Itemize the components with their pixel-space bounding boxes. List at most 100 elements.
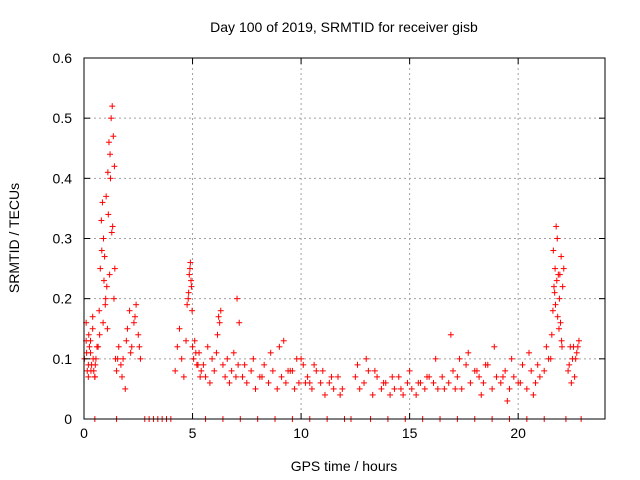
data-point xyxy=(456,355,463,362)
data-point xyxy=(526,349,533,356)
data-point xyxy=(517,379,524,386)
data-point xyxy=(304,373,311,380)
data-point xyxy=(572,355,579,362)
data-point xyxy=(198,367,205,374)
data-point xyxy=(549,307,556,314)
data-point xyxy=(497,379,504,386)
data-point xyxy=(458,385,465,392)
data-point xyxy=(434,385,441,392)
y-tick-label: 0 xyxy=(64,411,72,427)
data-point xyxy=(356,385,363,392)
data-point xyxy=(91,373,98,380)
data-point xyxy=(85,373,92,380)
data-point xyxy=(109,223,116,230)
data-point xyxy=(421,385,428,392)
data-point xyxy=(99,199,106,206)
data-point xyxy=(265,379,272,386)
data-point xyxy=(274,385,281,392)
data-point xyxy=(378,385,385,392)
data-point xyxy=(187,259,194,266)
data-point xyxy=(530,391,537,398)
data-point xyxy=(85,331,92,338)
data-point xyxy=(489,385,496,392)
data-point xyxy=(291,385,298,392)
data-point xyxy=(467,379,474,386)
data-point xyxy=(476,373,483,380)
data-point xyxy=(280,337,287,344)
data-point xyxy=(480,379,487,386)
data-point xyxy=(226,379,233,386)
data-point xyxy=(532,379,539,386)
data-point xyxy=(216,319,223,326)
data-point xyxy=(189,307,196,314)
data-point xyxy=(550,283,557,290)
data-point xyxy=(85,361,92,368)
data-point xyxy=(550,247,557,254)
data-point xyxy=(248,367,255,374)
data-point xyxy=(499,373,506,380)
data-point xyxy=(554,235,561,242)
data-point xyxy=(102,295,109,302)
data-point xyxy=(439,373,446,380)
data-point xyxy=(306,379,313,386)
data-point xyxy=(87,367,94,374)
data-point xyxy=(219,361,226,368)
data-point xyxy=(108,115,115,122)
data-point xyxy=(86,343,93,350)
data-point xyxy=(213,349,220,356)
data-point xyxy=(404,379,411,386)
data-point xyxy=(371,367,378,374)
data-point xyxy=(559,343,566,350)
data-point xyxy=(413,391,420,398)
data-point xyxy=(92,361,99,368)
data-point xyxy=(117,361,124,368)
data-point xyxy=(269,367,276,374)
data-point xyxy=(120,355,127,362)
x-tick-label: 15 xyxy=(402,425,418,441)
y-tick-label: 0.2 xyxy=(53,291,73,307)
data-point xyxy=(241,361,248,368)
data-point xyxy=(123,337,130,344)
data-point xyxy=(267,349,274,356)
data-point xyxy=(228,367,235,374)
data-point xyxy=(354,361,361,368)
data-point xyxy=(352,373,359,380)
data-point xyxy=(200,361,207,368)
data-point xyxy=(95,343,102,350)
data-point xyxy=(447,331,454,338)
data-point xyxy=(235,361,242,368)
data-point xyxy=(557,319,564,326)
data-point xyxy=(556,271,563,278)
data-point xyxy=(188,277,195,284)
axis-ticks xyxy=(83,57,605,420)
data-point xyxy=(107,175,114,182)
data-point xyxy=(230,349,237,356)
data-point xyxy=(406,367,413,374)
data-point xyxy=(107,151,114,158)
data-point xyxy=(369,391,376,398)
data-point xyxy=(504,397,511,404)
data-point xyxy=(528,367,535,374)
data-point xyxy=(97,265,104,272)
data-point xyxy=(317,379,324,386)
data-point xyxy=(415,379,422,386)
data-point xyxy=(122,385,129,392)
data-point xyxy=(445,379,452,386)
x-tick-labels: 0 5 10 15 20 xyxy=(80,425,526,441)
data-point xyxy=(326,379,333,386)
data-point xyxy=(252,385,259,392)
data-point xyxy=(217,307,224,314)
data-point xyxy=(172,367,179,374)
data-point xyxy=(328,373,335,380)
data-point xyxy=(374,373,381,380)
data-point xyxy=(174,343,181,350)
data-point xyxy=(330,385,337,392)
data-point xyxy=(176,325,183,332)
data-point xyxy=(137,355,144,362)
data-point xyxy=(363,355,370,362)
x-tick-label: 5 xyxy=(189,425,197,441)
data-point xyxy=(523,385,530,392)
data-point xyxy=(295,379,302,386)
data-point xyxy=(110,295,117,302)
data-point xyxy=(534,361,541,368)
